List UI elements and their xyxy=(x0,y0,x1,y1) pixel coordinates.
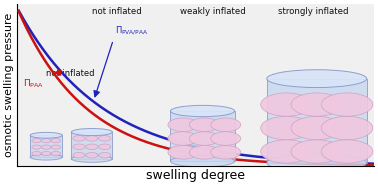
Circle shape xyxy=(32,151,41,156)
Circle shape xyxy=(32,145,41,149)
Ellipse shape xyxy=(30,132,62,138)
Circle shape xyxy=(211,118,241,132)
Circle shape xyxy=(99,153,111,158)
Text: strongly inflated: strongly inflated xyxy=(278,7,349,16)
Ellipse shape xyxy=(170,155,235,167)
Circle shape xyxy=(32,139,41,143)
Ellipse shape xyxy=(267,154,367,172)
Circle shape xyxy=(73,136,85,141)
Circle shape xyxy=(168,118,198,132)
Text: weakly inflated: weakly inflated xyxy=(180,7,246,16)
Circle shape xyxy=(291,93,342,116)
Circle shape xyxy=(168,132,198,145)
Bar xyxy=(267,79,367,163)
Ellipse shape xyxy=(30,154,62,160)
Text: not inflated: not inflated xyxy=(92,7,142,16)
Circle shape xyxy=(189,132,219,145)
Circle shape xyxy=(42,145,51,149)
Circle shape xyxy=(42,151,51,156)
Circle shape xyxy=(211,132,241,145)
Circle shape xyxy=(261,140,312,163)
Circle shape xyxy=(189,145,219,159)
Circle shape xyxy=(321,140,373,163)
Circle shape xyxy=(189,118,219,132)
Circle shape xyxy=(261,116,312,140)
Ellipse shape xyxy=(170,105,235,117)
Circle shape xyxy=(99,136,111,141)
Circle shape xyxy=(86,136,98,141)
Ellipse shape xyxy=(71,129,112,136)
X-axis label: swelling degree: swelling degree xyxy=(146,169,245,182)
Circle shape xyxy=(321,93,373,116)
Ellipse shape xyxy=(267,70,367,88)
Circle shape xyxy=(291,116,342,140)
Circle shape xyxy=(291,140,342,163)
Circle shape xyxy=(51,145,60,149)
Circle shape xyxy=(99,144,111,150)
Circle shape xyxy=(261,93,312,116)
Circle shape xyxy=(86,144,98,150)
Text: $\Pi_{\rm PVA/PAA}$: $\Pi_{\rm PVA/PAA}$ xyxy=(115,24,149,36)
Circle shape xyxy=(168,145,198,159)
Circle shape xyxy=(321,116,373,140)
Y-axis label: osmotic swelling pressure: osmotic swelling pressure xyxy=(4,13,14,157)
Text: not inflated: not inflated xyxy=(46,69,95,78)
Circle shape xyxy=(211,145,241,159)
Circle shape xyxy=(51,139,60,143)
Text: $\Pi_{\rm PAA}$: $\Pi_{\rm PAA}$ xyxy=(23,77,45,89)
Bar xyxy=(71,132,112,159)
Circle shape xyxy=(86,153,98,158)
Circle shape xyxy=(42,139,51,143)
Circle shape xyxy=(51,151,60,156)
Ellipse shape xyxy=(71,155,112,162)
Circle shape xyxy=(73,144,85,150)
Bar xyxy=(170,111,235,161)
Bar xyxy=(30,135,62,157)
Circle shape xyxy=(73,153,85,158)
